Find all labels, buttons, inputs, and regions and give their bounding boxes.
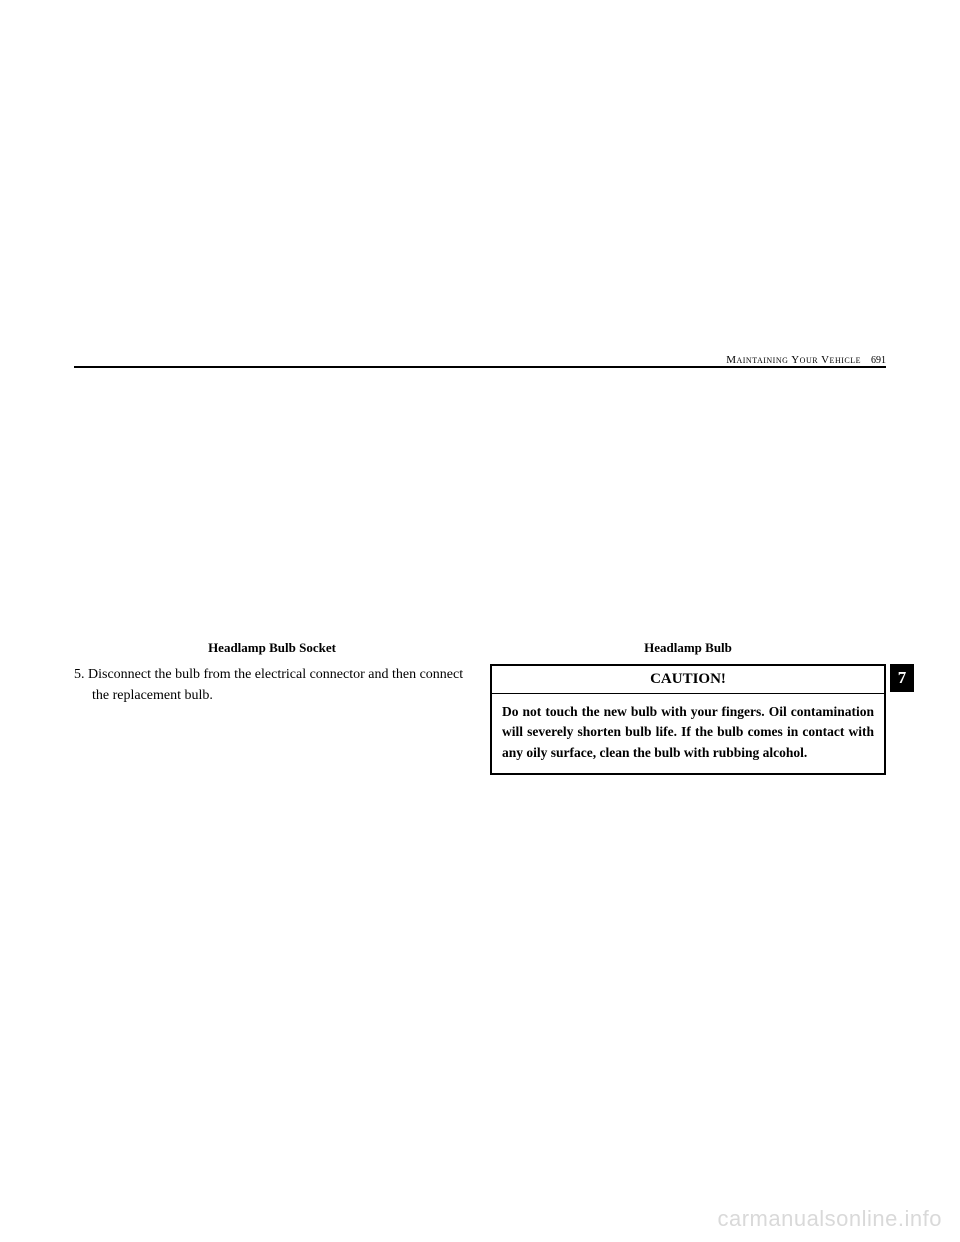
figure-headlamp-bulb <box>490 376 886 636</box>
header-rule <box>74 366 886 368</box>
header-page-number: 691 <box>871 355 886 366</box>
right-column: Headlamp Bulb CAUTION! Do not touch the … <box>490 376 886 775</box>
header-section-title: Maintaining Your Vehicle <box>726 354 861 366</box>
content-columns: Headlamp Bulb Socket 5. Disconnect the b… <box>74 376 886 775</box>
caution-title: CAUTION! <box>492 666 884 694</box>
caution-box: CAUTION! Do not touch the new bulb with … <box>490 664 886 775</box>
caution-body: Do not touch the new bulb with your fing… <box>492 694 884 773</box>
figure-headlamp-socket <box>74 376 470 636</box>
figure-caption-left: Headlamp Bulb Socket <box>74 640 470 656</box>
section-tab: 7 <box>890 664 914 692</box>
page-container: Maintaining Your Vehicle 691 Headlamp Bu… <box>74 366 886 775</box>
page-header: Maintaining Your Vehicle 691 <box>74 354 886 366</box>
step-5-text: 5. Disconnect the bulb from the electric… <box>74 664 470 706</box>
figure-caption-right: Headlamp Bulb <box>490 640 886 656</box>
watermark-text: carmanualsonline.info <box>717 1206 942 1232</box>
left-column: Headlamp Bulb Socket 5. Disconnect the b… <box>74 376 470 775</box>
